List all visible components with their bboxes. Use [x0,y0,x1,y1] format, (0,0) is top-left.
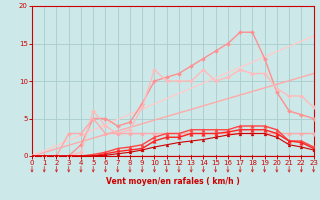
X-axis label: Vent moyen/en rafales ( km/h ): Vent moyen/en rafales ( km/h ) [106,177,240,186]
